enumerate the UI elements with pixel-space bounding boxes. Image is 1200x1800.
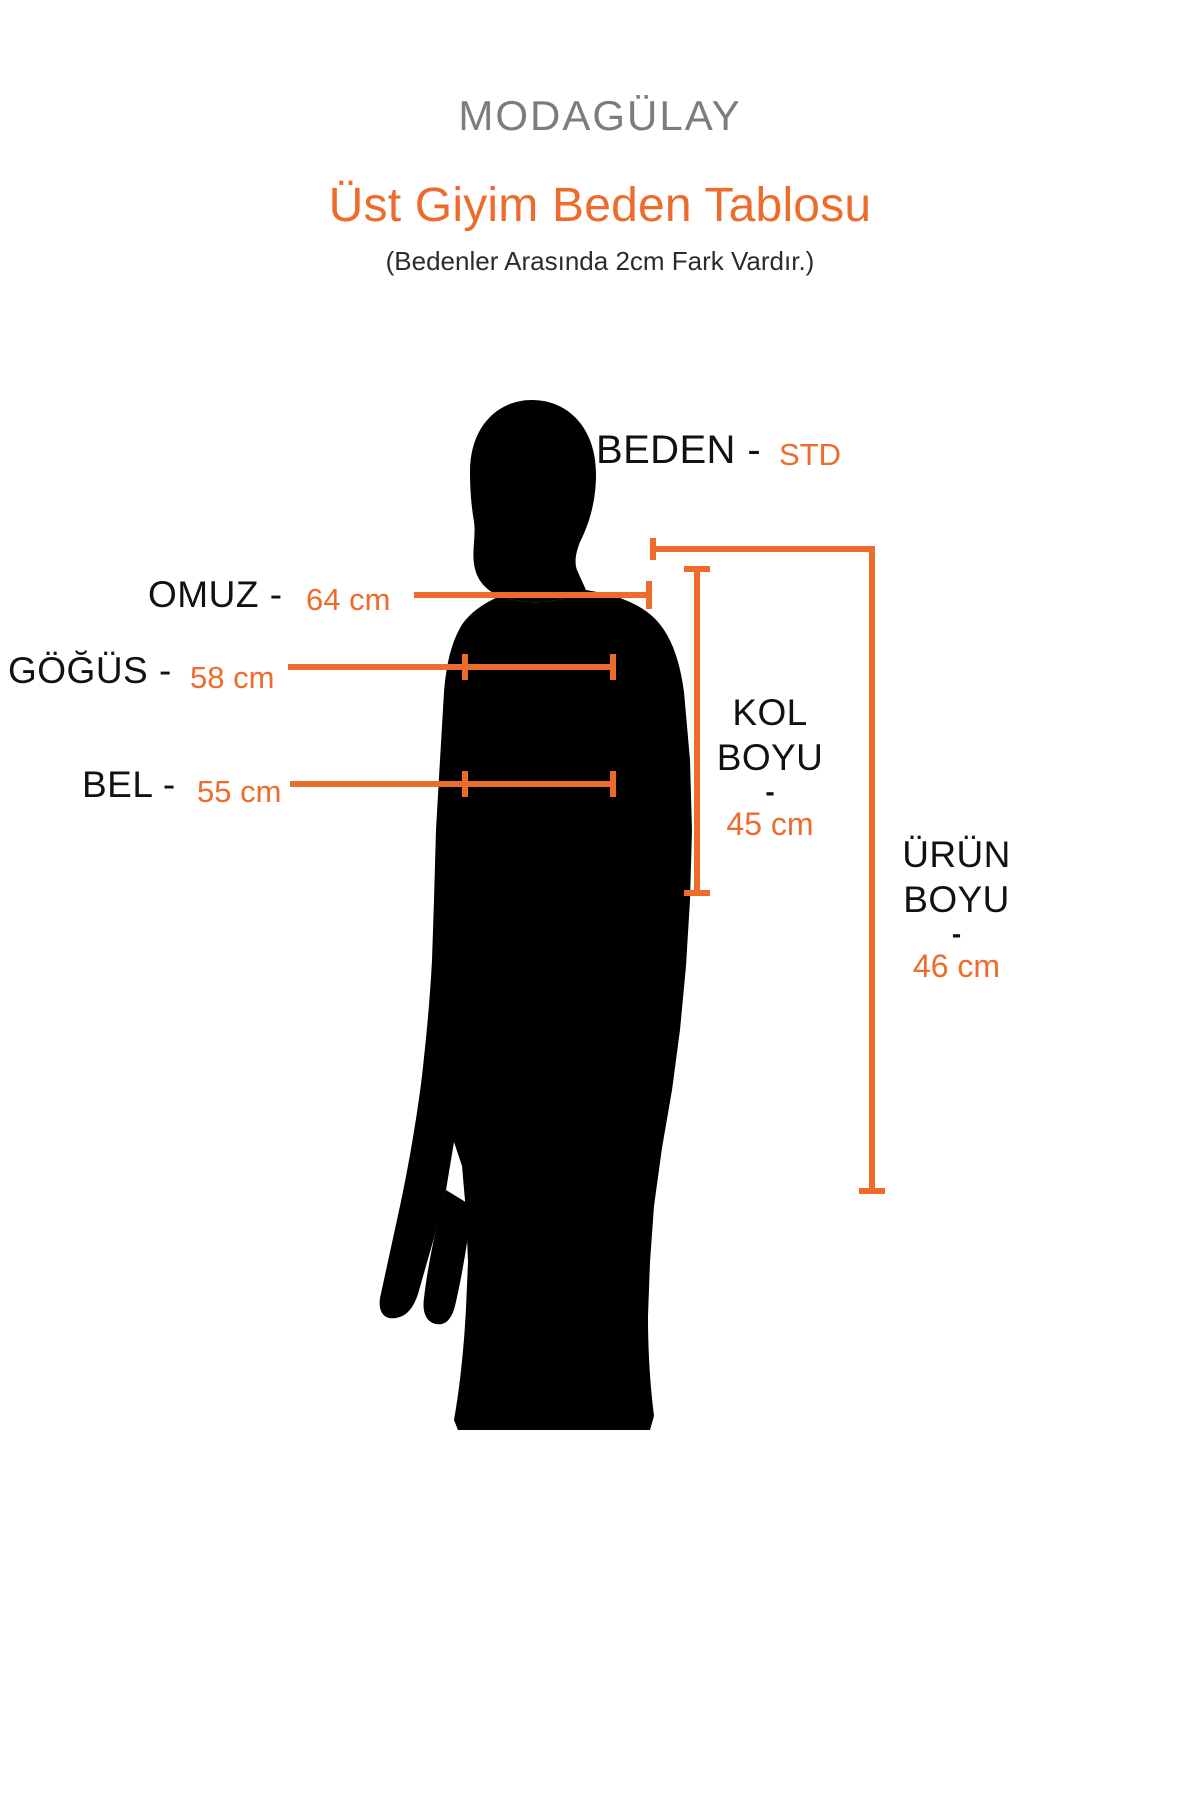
chest-bar-end-cap xyxy=(610,654,616,680)
shoulder-bar-end-cap xyxy=(646,581,652,609)
shoulder-value: 64 cm xyxy=(306,582,391,617)
waist-measure-bar xyxy=(290,781,616,787)
chest-bar-mid-cap xyxy=(462,654,468,680)
product-length-annotation: ÜRÜN BOYU - 46 cm xyxy=(884,832,1029,986)
shoulder-label: OMUZ - xyxy=(148,574,283,615)
size-value: STD xyxy=(779,437,841,472)
waist-value: 55 cm xyxy=(197,774,282,809)
waist-bar-mid-cap xyxy=(462,771,468,797)
chest-measure-bar xyxy=(288,664,616,670)
product-length-dash: - xyxy=(951,918,962,950)
chest-value: 58 cm xyxy=(190,660,275,695)
product-length-value: 46 cm xyxy=(912,948,1001,985)
page-subtitle: (Bedenler Arasında 2cm Fark Vardır.) xyxy=(385,246,815,276)
sleeve-length-line xyxy=(694,566,700,896)
sleeve-length-bottom-cap xyxy=(684,890,710,896)
waist-label: BEL - xyxy=(82,764,176,805)
model-silhouette xyxy=(350,400,750,1430)
waist-bar-end-cap xyxy=(610,771,616,797)
sleeve-length-dash: - xyxy=(765,776,775,808)
product-length-label-line2: BOYU xyxy=(903,879,1010,921)
sleeve-length-label-line1: KOL xyxy=(732,692,808,733)
sleeve-length-top-cap xyxy=(684,566,710,572)
size-label: BEDEN - xyxy=(596,428,762,472)
page-title: Üst Giyim Beden Tablosu xyxy=(328,179,872,232)
product-length-line xyxy=(869,546,875,1194)
sleeve-length-value: 45 cm xyxy=(726,806,814,843)
sleeve-length-annotation: KOL BOYU - 45 cm xyxy=(700,690,840,844)
product-length-top-tip xyxy=(650,538,656,560)
chest-label: GÖĞÜS - xyxy=(8,650,172,691)
shoulder-measure-bar xyxy=(414,592,652,598)
product-length-top-bracket xyxy=(650,546,875,552)
product-length-bottom-cap xyxy=(859,1188,885,1194)
brand-logo: MODAGÜLAY xyxy=(458,92,742,139)
sleeve-length-label-line2: BOYU xyxy=(716,737,824,779)
product-length-label-line1: ÜRÜN xyxy=(902,834,1011,875)
